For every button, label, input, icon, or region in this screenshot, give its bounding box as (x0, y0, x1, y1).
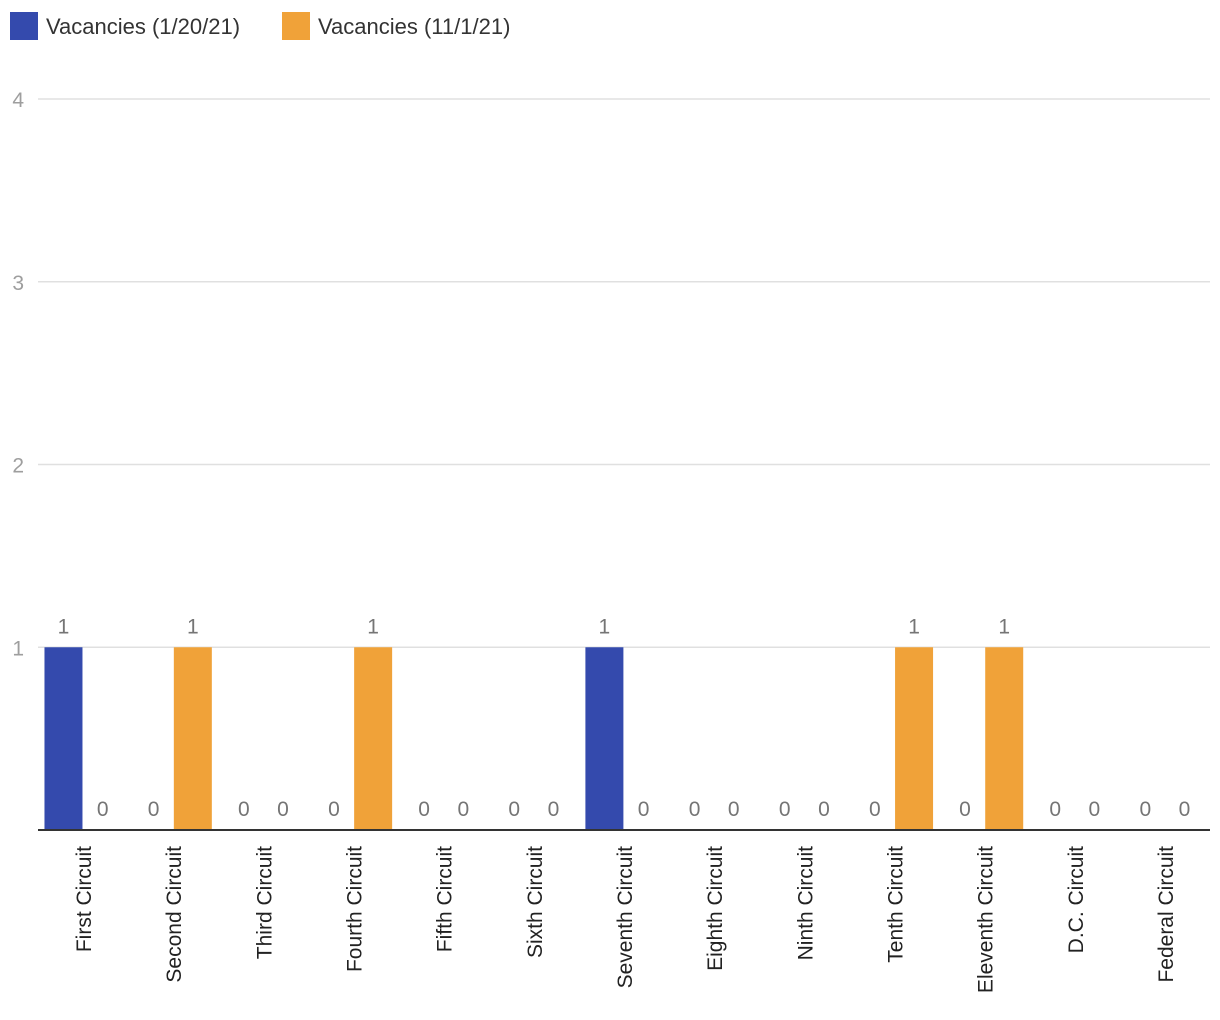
x-tick-label-9: Ninth Circuit (794, 846, 817, 961)
x-tick-label-5: Fifth Circuit (434, 846, 457, 952)
data-label-2-8: 0 (728, 798, 740, 821)
x-tick-label-11: Eleventh Circuit (975, 846, 998, 993)
data-label-2-3: 0 (277, 798, 289, 821)
y-tick-label-4: 4 (12, 89, 24, 112)
data-label-1-4: 0 (328, 798, 340, 821)
data-label-2-1: 0 (97, 798, 109, 821)
legend: Vacancies (1/20/21) Vacancies (11/1/21) (10, 12, 510, 40)
data-label-1-2: 0 (148, 798, 160, 821)
bars (44, 647, 1024, 830)
data-label-1-9: 0 (779, 798, 791, 821)
data-label-1-12: 0 (1049, 798, 1061, 821)
data-label-1-6: 0 (508, 798, 520, 821)
data-label-1-5: 0 (418, 798, 430, 821)
data-label-2-13: 0 (1179, 798, 1191, 821)
y-axis: 1 2 3 4 (12, 89, 24, 660)
data-label-1-3: 0 (238, 798, 250, 821)
data-label-2-11: 1 (998, 615, 1010, 638)
x-tick-label-1: First Circuit (73, 846, 96, 952)
data-label-2-12: 0 (1089, 798, 1101, 821)
y-tick-label-2: 2 (12, 455, 24, 478)
data-label-1-13: 0 (1139, 798, 1151, 821)
legend-label-1: Vacancies (1/20/21) (46, 14, 240, 39)
data-label-2-4: 1 (367, 615, 379, 638)
legend-swatch-2 (282, 12, 310, 40)
bar-2-4 (354, 647, 393, 830)
bar-2-10 (895, 647, 934, 830)
data-label-1-7: 1 (599, 615, 611, 638)
x-tick-label-12: D.C. Circuit (1065, 846, 1088, 954)
data-label-2-9: 0 (818, 798, 830, 821)
data-label-2-5: 0 (457, 798, 469, 821)
y-tick-label-1: 1 (12, 637, 24, 660)
data-label-2-10: 1 (908, 615, 920, 638)
gridlines (38, 98, 1210, 648)
data-label-1-8: 0 (689, 798, 701, 821)
x-tick-label-10: Tenth Circuit (884, 846, 907, 963)
data-label-1-10: 0 (869, 798, 881, 821)
y-tick-label-3: 3 (12, 272, 24, 295)
data-label-2-2: 1 (187, 615, 199, 638)
bar-2-11 (985, 647, 1024, 830)
data-label-1-1: 1 (58, 615, 70, 638)
data-label-2-6: 0 (548, 798, 560, 821)
x-tick-label-13: Federal Circuit (1155, 846, 1178, 983)
legend-swatch-1 (10, 12, 38, 40)
x-tick-label-6: Sixth Circuit (524, 846, 547, 958)
x-tick-label-2: Second Circuit (163, 846, 186, 983)
data-labels: 1 0 0 1 0 0 0 1 0 0 0 0 1 0 0 0 0 0 0 1 0 1 0 0 0 0 (58, 615, 1191, 821)
x-tick-label-3: Third Circuit (253, 846, 276, 959)
bar-1-1 (44, 647, 83, 830)
bar-1-7 (585, 647, 624, 830)
bar-2-2 (173, 647, 212, 830)
x-tick-label-8: Eighth Circuit (704, 846, 727, 971)
data-label-1-11: 0 (959, 798, 971, 821)
x-axis: First Circuit Second Circuit Third Circuit… (73, 846, 1178, 993)
data-label-2-7: 0 (638, 798, 650, 821)
x-tick-label-4: Fourth Circuit (344, 846, 367, 972)
legend-label-2: Vacancies (11/1/21) (318, 14, 510, 39)
x-tick-label-7: Seventh Circuit (614, 846, 637, 989)
